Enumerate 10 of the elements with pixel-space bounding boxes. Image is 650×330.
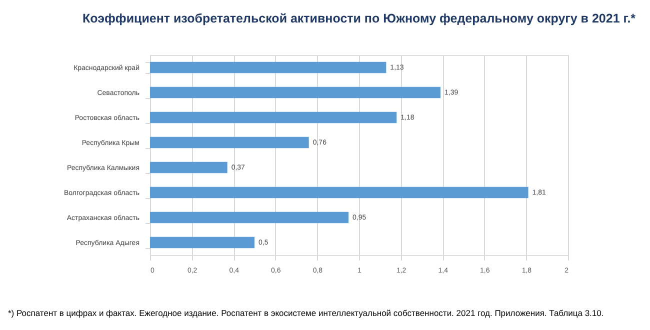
bar <box>150 136 309 148</box>
text: *) Роспатент в цифрах и фактах. Ежегодное издание. Роспатент в экосистеме интеллектуальной собственности. 2021 год. Приложения. Таблица 3.10. <box>8 308 604 318</box>
bar <box>150 86 441 98</box>
bar <box>150 186 528 198</box>
bar <box>150 62 386 74</box>
bar <box>150 236 254 248</box>
bar <box>150 162 228 174</box>
bar <box>150 112 397 124</box>
bar <box>150 212 349 224</box>
chart-title: Коэффициент изобретательской активности по Южному федеральному округу в 2021 г.* <box>82 12 636 26</box>
